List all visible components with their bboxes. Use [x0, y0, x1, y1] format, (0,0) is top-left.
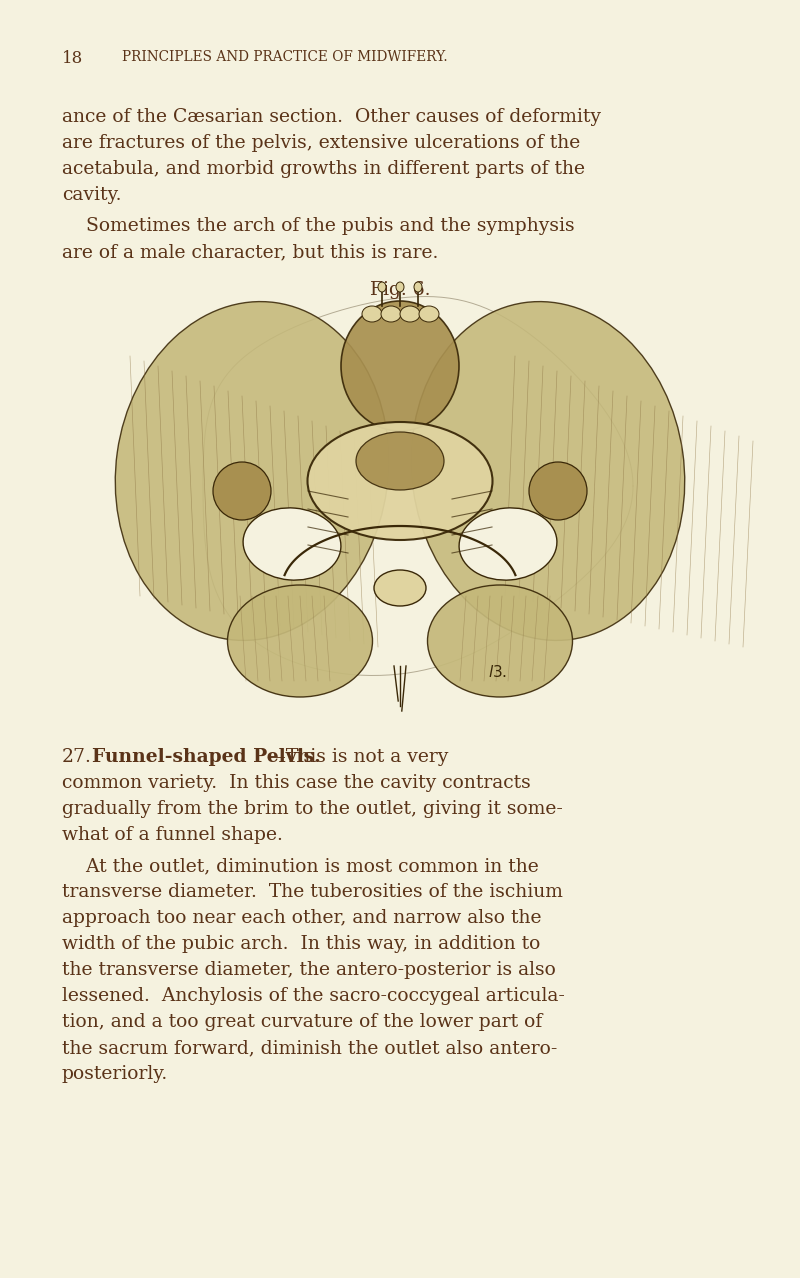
Text: —This is not a very: —This is not a very	[267, 748, 448, 766]
Ellipse shape	[414, 282, 422, 291]
Ellipse shape	[378, 282, 386, 291]
Text: At the outlet, diminution is most common in the: At the outlet, diminution is most common…	[62, 858, 538, 875]
Ellipse shape	[529, 463, 587, 520]
Text: cavity.: cavity.	[62, 187, 122, 204]
Ellipse shape	[307, 422, 493, 541]
Text: ance of the Cæsarian section.  Other causes of deformity: ance of the Cæsarian section. Other caus…	[62, 109, 601, 127]
Text: tion, and a too great curvature of the lower part of: tion, and a too great curvature of the l…	[62, 1013, 542, 1031]
Text: what of a funnel shape.: what of a funnel shape.	[62, 826, 283, 843]
Text: Funnel-shaped Pelvis.: Funnel-shaped Pelvis.	[92, 748, 321, 766]
Text: width of the pubic arch.  In this way, in addition to: width of the pubic arch. In this way, in…	[62, 935, 540, 953]
Bar	[140, 305, 660, 726]
Text: Sometimes the arch of the pubis and the symphysis: Sometimes the arch of the pubis and the …	[62, 217, 574, 235]
Text: Fig. 6.: Fig. 6.	[370, 281, 430, 299]
Text: transverse diameter.  The tuberosities of the ischium: transverse diameter. The tuberosities of…	[62, 883, 563, 901]
Ellipse shape	[115, 302, 389, 640]
Text: are of a male character, but this is rare.: are of a male character, but this is rar…	[62, 243, 438, 261]
Ellipse shape	[396, 282, 404, 291]
Ellipse shape	[427, 585, 573, 697]
Ellipse shape	[341, 302, 459, 431]
Text: the sacrum forward, diminish the outlet also antero-: the sacrum forward, diminish the outlet …	[62, 1039, 558, 1057]
Ellipse shape	[459, 507, 557, 580]
Text: approach too near each other, and narrow also the: approach too near each other, and narrow…	[62, 909, 542, 927]
Text: 18: 18	[62, 50, 83, 66]
Text: gradually from the brim to the outlet, giving it some-: gradually from the brim to the outlet, g…	[62, 800, 563, 818]
Text: are fractures of the pelvis, extensive ulcerations of the: are fractures of the pelvis, extensive u…	[62, 134, 580, 152]
Text: posteriorly.: posteriorly.	[62, 1065, 168, 1082]
Ellipse shape	[419, 305, 439, 322]
Text: the transverse diameter, the antero-posterior is also: the transverse diameter, the antero-post…	[62, 961, 556, 979]
Ellipse shape	[243, 507, 341, 580]
Ellipse shape	[381, 305, 401, 322]
Ellipse shape	[227, 585, 373, 697]
Text: lessened.  Anchylosis of the sacro-coccygeal articula-: lessened. Anchylosis of the sacro-coccyg…	[62, 987, 565, 1005]
Text: $\it{l3.}$: $\it{l3.}$	[488, 665, 507, 680]
Text: 27.: 27.	[62, 748, 92, 766]
Ellipse shape	[356, 432, 444, 489]
Text: acetabula, and morbid growths in different parts of the: acetabula, and morbid growths in differe…	[62, 160, 585, 178]
Ellipse shape	[411, 302, 685, 640]
Text: PRINCIPLES AND PRACTICE OF MIDWIFERY.: PRINCIPLES AND PRACTICE OF MIDWIFERY.	[122, 50, 448, 64]
Ellipse shape	[362, 305, 382, 322]
Ellipse shape	[213, 463, 271, 520]
Text: common variety.  In this case the cavity contracts: common variety. In this case the cavity …	[62, 774, 530, 792]
Ellipse shape	[374, 570, 426, 606]
Ellipse shape	[400, 305, 420, 322]
